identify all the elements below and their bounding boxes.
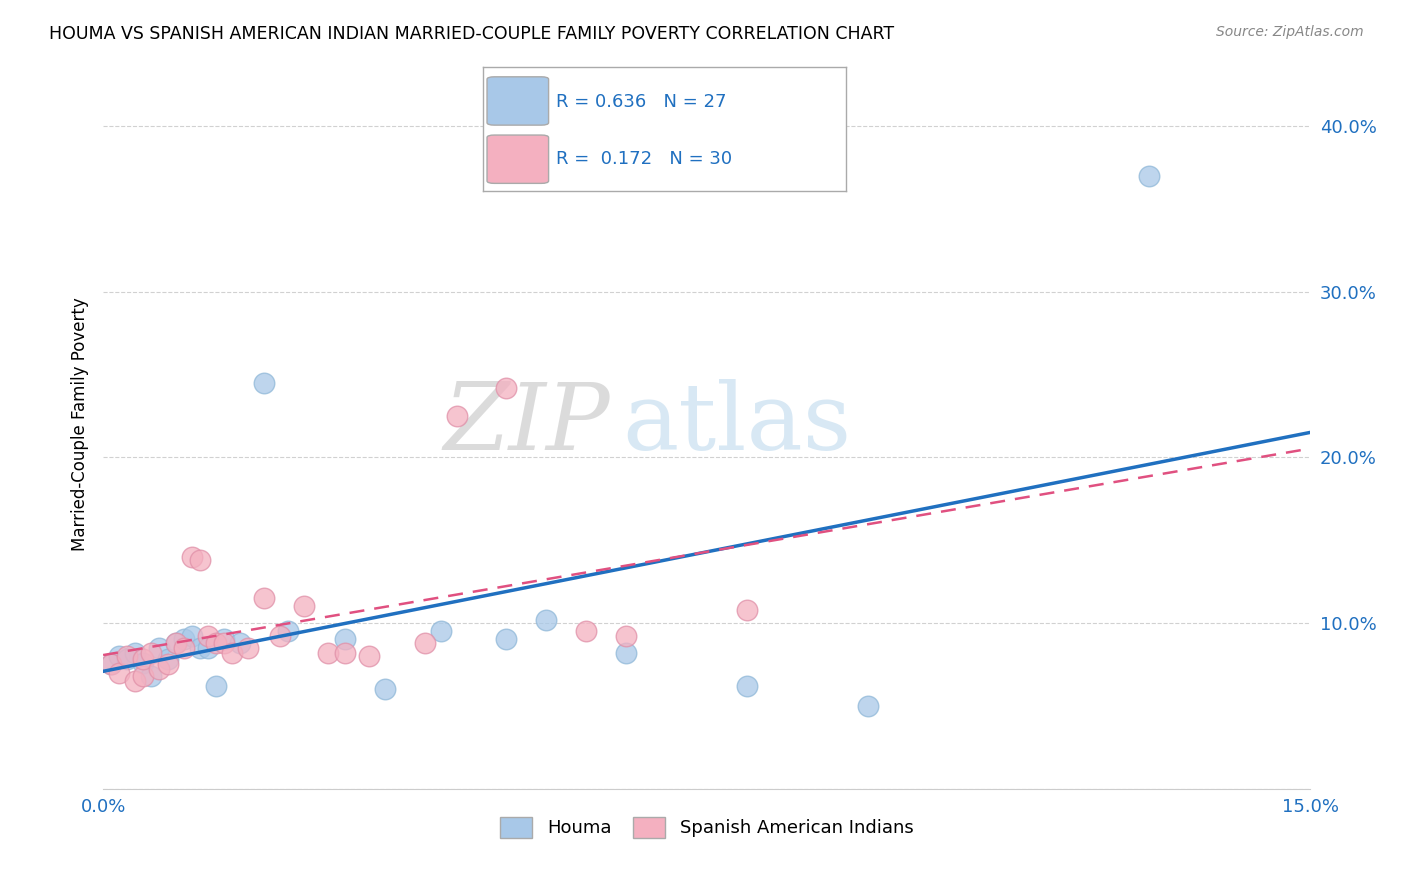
Point — [614, 629, 637, 643]
Point — [430, 624, 453, 639]
Point — [735, 602, 758, 616]
Point — [292, 599, 315, 614]
Point — [117, 648, 139, 663]
Point — [124, 673, 146, 688]
Legend: Houma, Spanish American Indians: Houma, Spanish American Indians — [492, 810, 921, 845]
Point — [132, 656, 155, 670]
Point — [132, 652, 155, 666]
Point — [1137, 169, 1160, 183]
Point — [100, 657, 122, 672]
Point — [221, 646, 243, 660]
Point — [100, 657, 122, 672]
Point — [856, 698, 879, 713]
Text: atlas: atlas — [623, 379, 852, 469]
Point — [357, 648, 380, 663]
Point — [108, 648, 131, 663]
Point — [446, 409, 468, 423]
Point — [575, 624, 598, 639]
Point — [212, 632, 235, 647]
Text: HOUMA VS SPANISH AMERICAN INDIAN MARRIED-COUPLE FAMILY POVERTY CORRELATION CHART: HOUMA VS SPANISH AMERICAN INDIAN MARRIED… — [49, 25, 894, 43]
Point — [253, 376, 276, 390]
Y-axis label: Married-Couple Family Poverty: Married-Couple Family Poverty — [72, 297, 89, 551]
Point — [141, 646, 163, 660]
Point — [534, 613, 557, 627]
Point — [124, 646, 146, 660]
Point — [108, 665, 131, 680]
Point — [141, 669, 163, 683]
Text: ZIP: ZIP — [443, 379, 610, 469]
Point — [156, 652, 179, 666]
Point — [165, 636, 187, 650]
Point — [413, 636, 436, 650]
Point — [318, 646, 340, 660]
Point — [197, 629, 219, 643]
Point — [165, 636, 187, 650]
Point — [117, 652, 139, 666]
Point — [173, 632, 195, 647]
Point — [229, 636, 252, 650]
Point — [495, 632, 517, 647]
Point — [188, 553, 211, 567]
Point — [204, 636, 226, 650]
Point — [333, 646, 356, 660]
Point — [197, 640, 219, 655]
Point — [180, 629, 202, 643]
Point — [277, 624, 299, 639]
Text: Source: ZipAtlas.com: Source: ZipAtlas.com — [1216, 25, 1364, 39]
Point — [188, 640, 211, 655]
Point — [156, 657, 179, 672]
Point — [173, 640, 195, 655]
Point — [735, 679, 758, 693]
Point — [180, 549, 202, 564]
Point — [269, 629, 291, 643]
Point — [374, 682, 396, 697]
Point — [148, 640, 170, 655]
Point — [495, 381, 517, 395]
Point — [253, 591, 276, 605]
Point — [204, 679, 226, 693]
Point — [212, 636, 235, 650]
Point — [236, 640, 259, 655]
Point — [148, 662, 170, 676]
Point — [333, 632, 356, 647]
Point — [132, 669, 155, 683]
Point — [614, 646, 637, 660]
